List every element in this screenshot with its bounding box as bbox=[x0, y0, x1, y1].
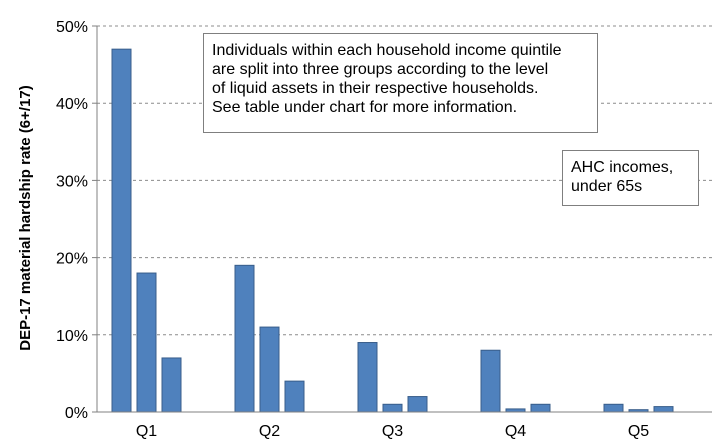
bar-q1-1 bbox=[111, 48, 132, 413]
x-tick-labels: Q1 Q2 Q3 Q4 Q5 bbox=[136, 423, 649, 439]
bar-q4-3 bbox=[530, 403, 551, 413]
x-tick-label: Q2 bbox=[259, 423, 280, 439]
bar-q3-1 bbox=[357, 342, 378, 413]
y-tick-label: 20% bbox=[56, 251, 88, 268]
bar-q2-2 bbox=[259, 326, 280, 413]
x-tick-label: Q3 bbox=[382, 423, 403, 439]
x-tick-label: Q1 bbox=[136, 423, 157, 439]
x-tick-label: Q5 bbox=[628, 423, 649, 439]
axes bbox=[92, 25, 712, 413]
annotation-line: under 65s bbox=[571, 178, 643, 195]
bar-q2-1 bbox=[234, 264, 255, 413]
y-tick-label: 0% bbox=[65, 405, 88, 422]
y-tick-label: 30% bbox=[56, 173, 88, 190]
y-tick-label: 50% bbox=[56, 19, 88, 36]
bar-q3-2 bbox=[382, 403, 403, 413]
bar-q5-1 bbox=[603, 403, 624, 413]
y-tick-labels: 0% 10% 20% 30% 40% 50% bbox=[56, 19, 88, 422]
bar-q3-3 bbox=[407, 396, 428, 413]
y-tick-label: 10% bbox=[56, 328, 88, 345]
x-tick-label: Q4 bbox=[505, 423, 526, 439]
annotation-line: See table under chart for more informati… bbox=[212, 99, 518, 116]
bar-q5-3 bbox=[653, 406, 674, 413]
annotation-line: of liquid assets in their respective hou… bbox=[212, 80, 539, 97]
annotation-box-ahc: AHC incomes, under 65s bbox=[562, 150, 699, 206]
annotation-line: are split into three groups according to… bbox=[212, 61, 549, 78]
annotation-box-groups: Individuals within each household income… bbox=[203, 33, 598, 133]
annotation-line: AHC incomes, bbox=[571, 159, 674, 176]
bar-q4-1 bbox=[480, 349, 501, 413]
y-axis-label: DEP-17 material hardship rate (6+/17) bbox=[17, 85, 34, 351]
bar-q2-3 bbox=[284, 380, 305, 413]
annotation-line: Individuals within each household income… bbox=[212, 42, 562, 59]
bar-q1-2 bbox=[136, 272, 157, 413]
grid-lines bbox=[97, 25, 712, 336]
bar-q1-3 bbox=[161, 357, 182, 413]
y-tick-label: 40% bbox=[56, 96, 88, 113]
